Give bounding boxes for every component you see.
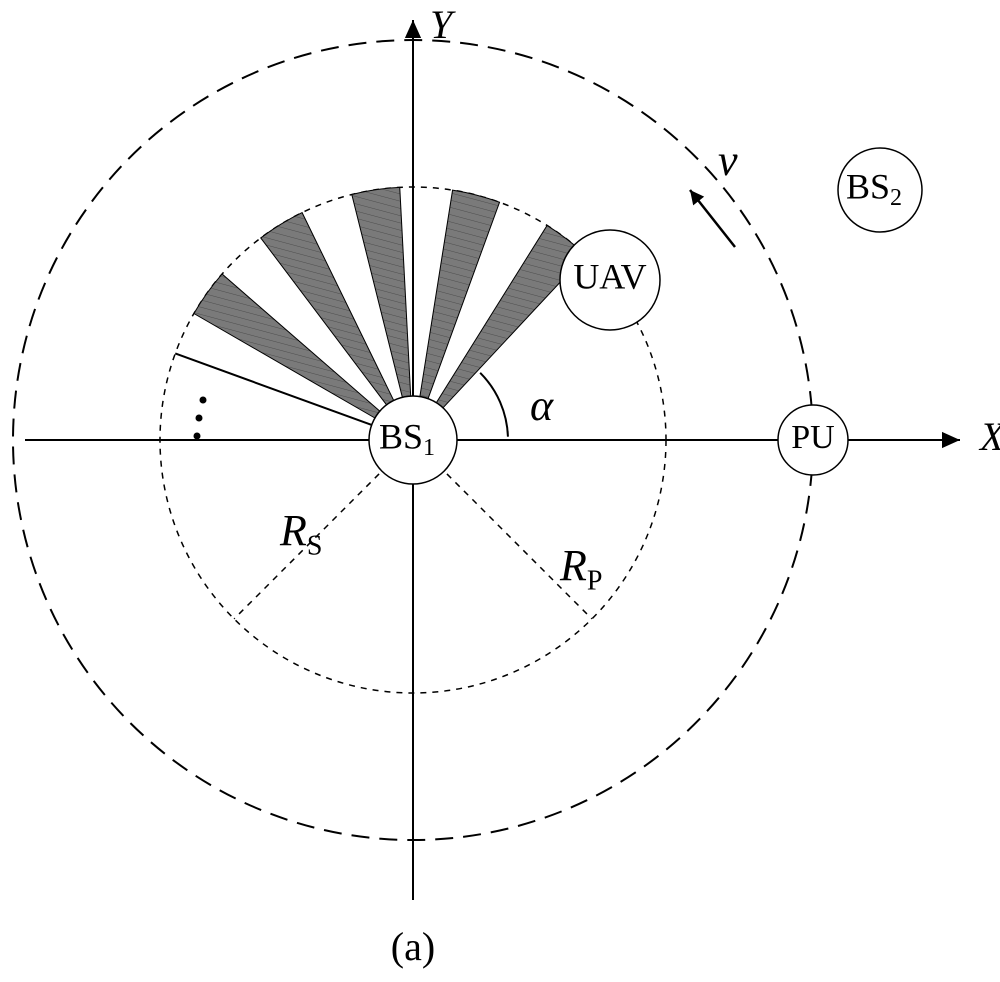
caption: (a) bbox=[391, 924, 435, 969]
alpha-arc bbox=[480, 373, 508, 437]
ellipsis-dot-0 bbox=[200, 397, 207, 404]
uav-label: UAV bbox=[573, 256, 646, 296]
ellipsis-dot-2 bbox=[194, 433, 201, 440]
diagram-root: BS1UAVPUBS2XYvαRSRP(a) bbox=[0, 0, 1000, 982]
alpha-label: α bbox=[530, 381, 554, 430]
rp-label: RP bbox=[559, 541, 602, 597]
x-axis-arrow bbox=[942, 432, 960, 448]
motion-arrow-head bbox=[690, 190, 704, 205]
y-axis-arrow bbox=[405, 20, 421, 38]
rs-label: RS bbox=[279, 506, 322, 562]
ellipsis-dot-1 bbox=[196, 415, 203, 422]
y-axis-label: Y bbox=[430, 2, 456, 47]
pu-label: PU bbox=[791, 419, 834, 456]
x-axis-label: X bbox=[978, 414, 1000, 459]
v-label: v bbox=[718, 136, 738, 185]
